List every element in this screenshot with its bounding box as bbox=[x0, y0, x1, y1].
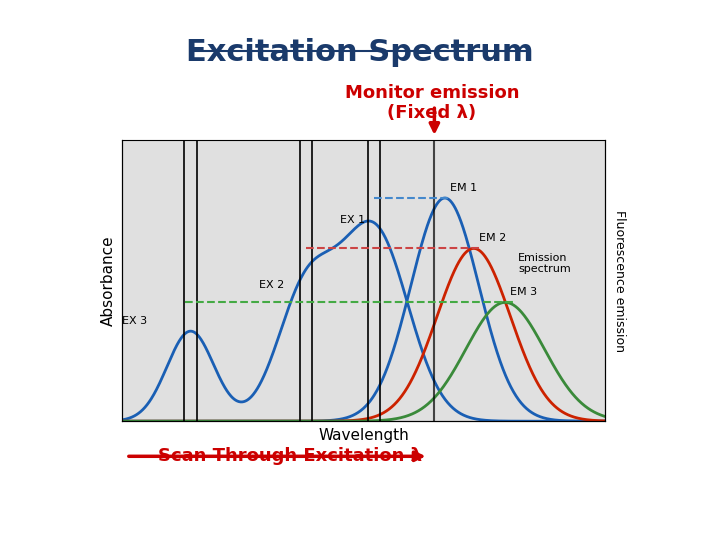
Text: Scan Through Excitation λ: Scan Through Excitation λ bbox=[158, 447, 423, 465]
Text: Monitor emission
(Fixed λ): Monitor emission (Fixed λ) bbox=[345, 84, 519, 123]
Text: EM 3: EM 3 bbox=[510, 287, 538, 297]
Text: EM 1: EM 1 bbox=[450, 183, 477, 193]
Y-axis label: Absorbance: Absorbance bbox=[101, 235, 115, 326]
Text: EX 2: EX 2 bbox=[258, 280, 284, 290]
Text: EX 3: EX 3 bbox=[122, 316, 148, 326]
Text: Emission
spectrum: Emission spectrum bbox=[518, 253, 571, 274]
Y-axis label: Fluorescence emission: Fluorescence emission bbox=[613, 210, 626, 352]
X-axis label: Wavelength: Wavelength bbox=[318, 428, 409, 443]
Text: EX 1: EX 1 bbox=[340, 215, 365, 225]
Text: EM 2: EM 2 bbox=[479, 233, 506, 243]
Text: Excitation Spectrum: Excitation Spectrum bbox=[186, 38, 534, 67]
